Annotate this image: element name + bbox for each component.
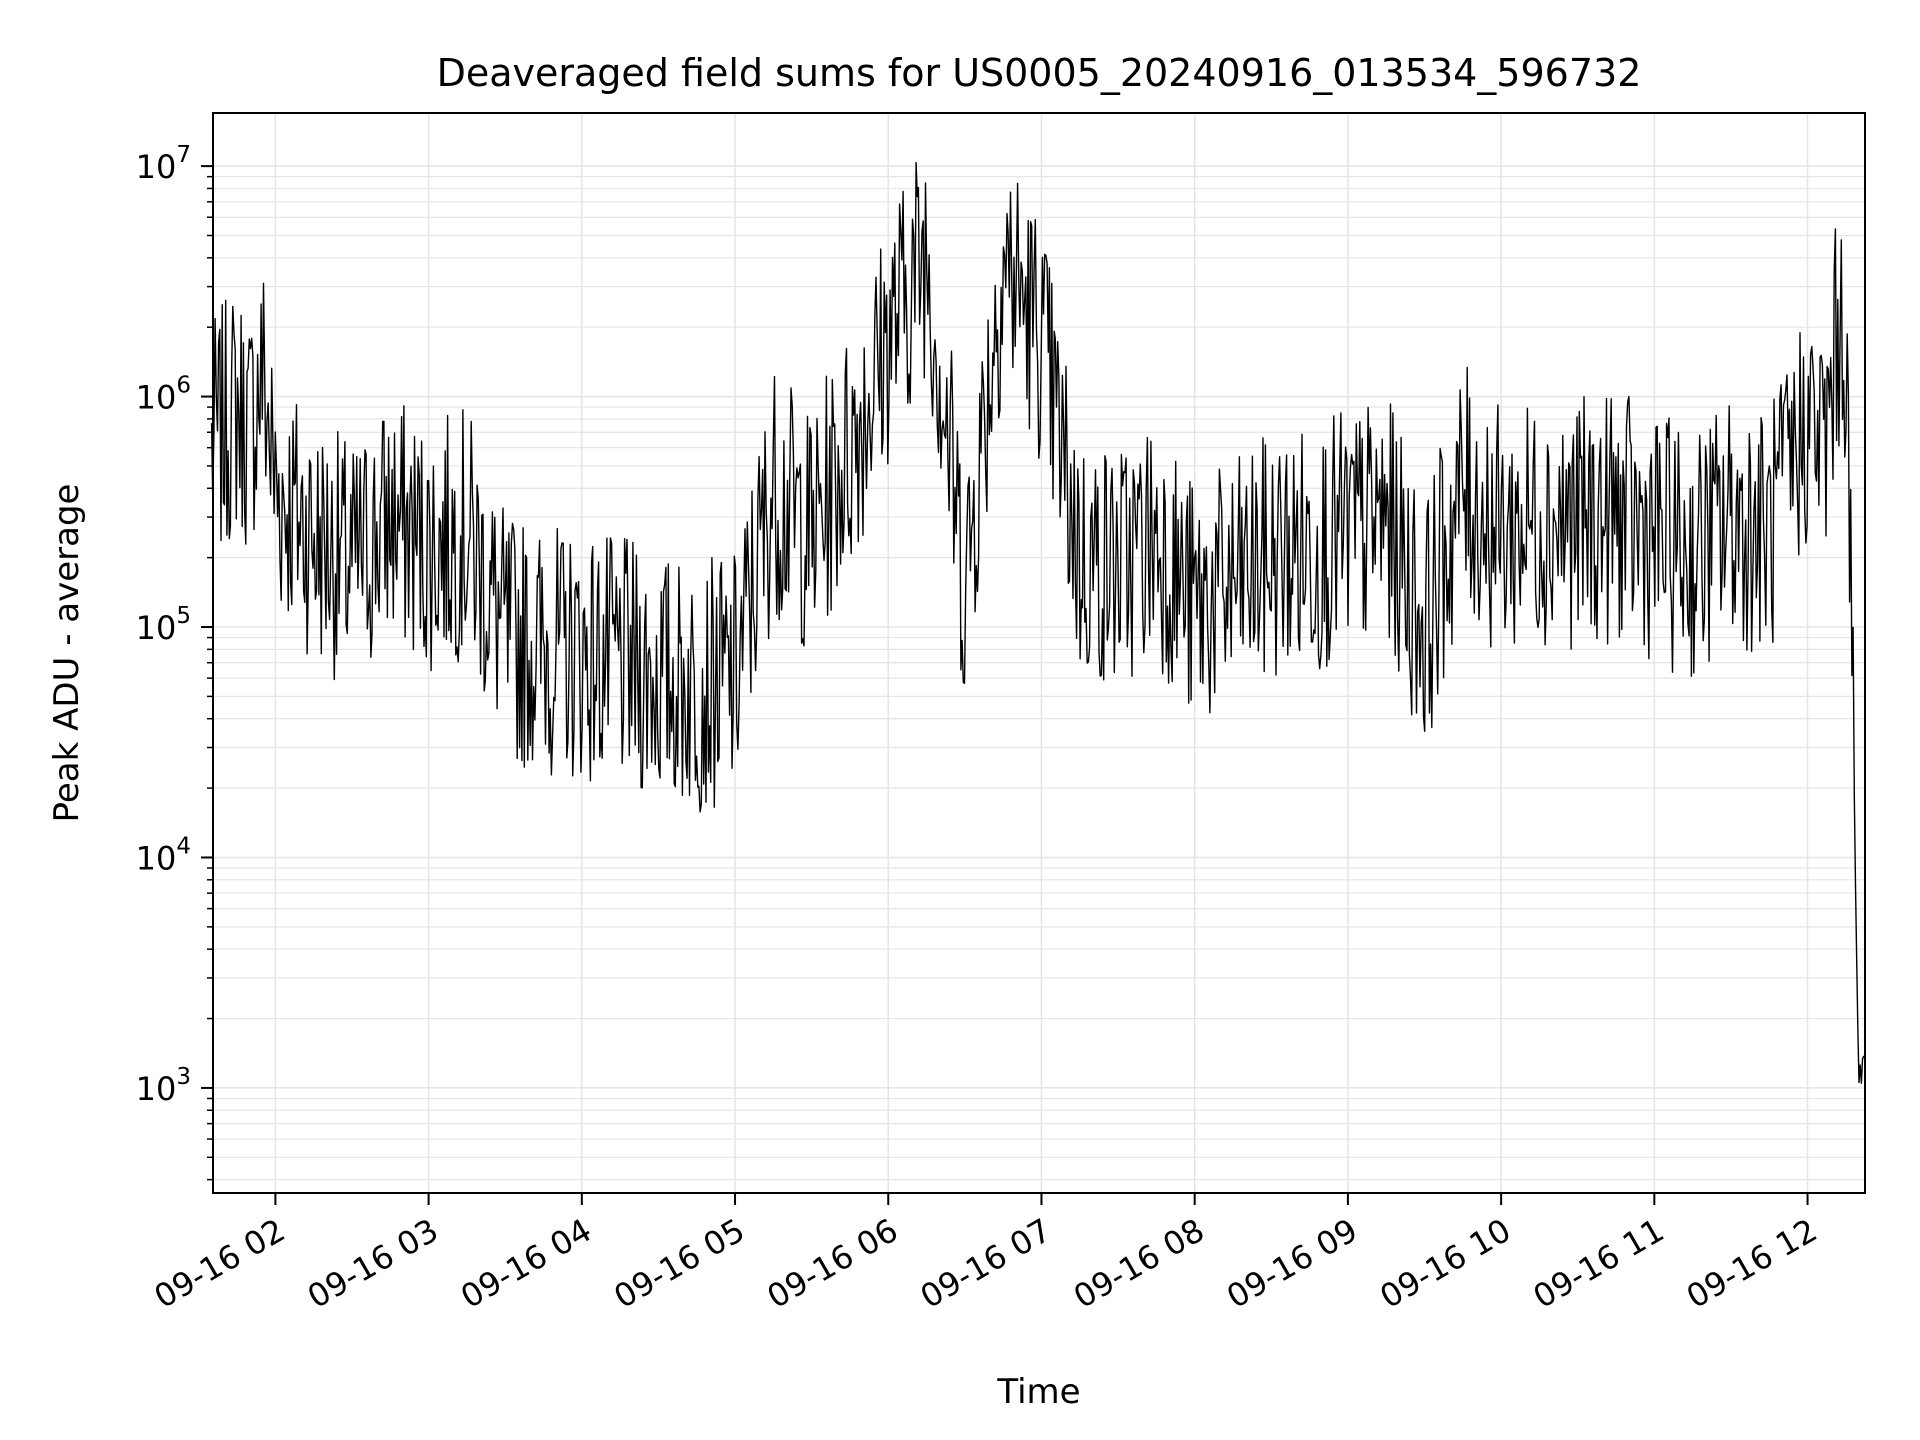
y-tick-label: 103	[136, 1064, 191, 1108]
data-layer	[210, 161, 1865, 1084]
series-line	[210, 161, 1865, 1084]
y-tick-label: 104	[136, 833, 191, 877]
y-tick-label: 106	[136, 373, 191, 417]
y-tick-label: 105	[136, 603, 191, 647]
plot-frame	[212, 112, 1866, 1194]
y-tick-label: 107	[136, 142, 191, 186]
chart-title: Deaveraged field sums for US0005_2024091…	[437, 51, 1642, 95]
y-axis-label: Peak ADU - average	[47, 484, 87, 823]
x-axis-label: Time	[996, 1372, 1080, 1412]
